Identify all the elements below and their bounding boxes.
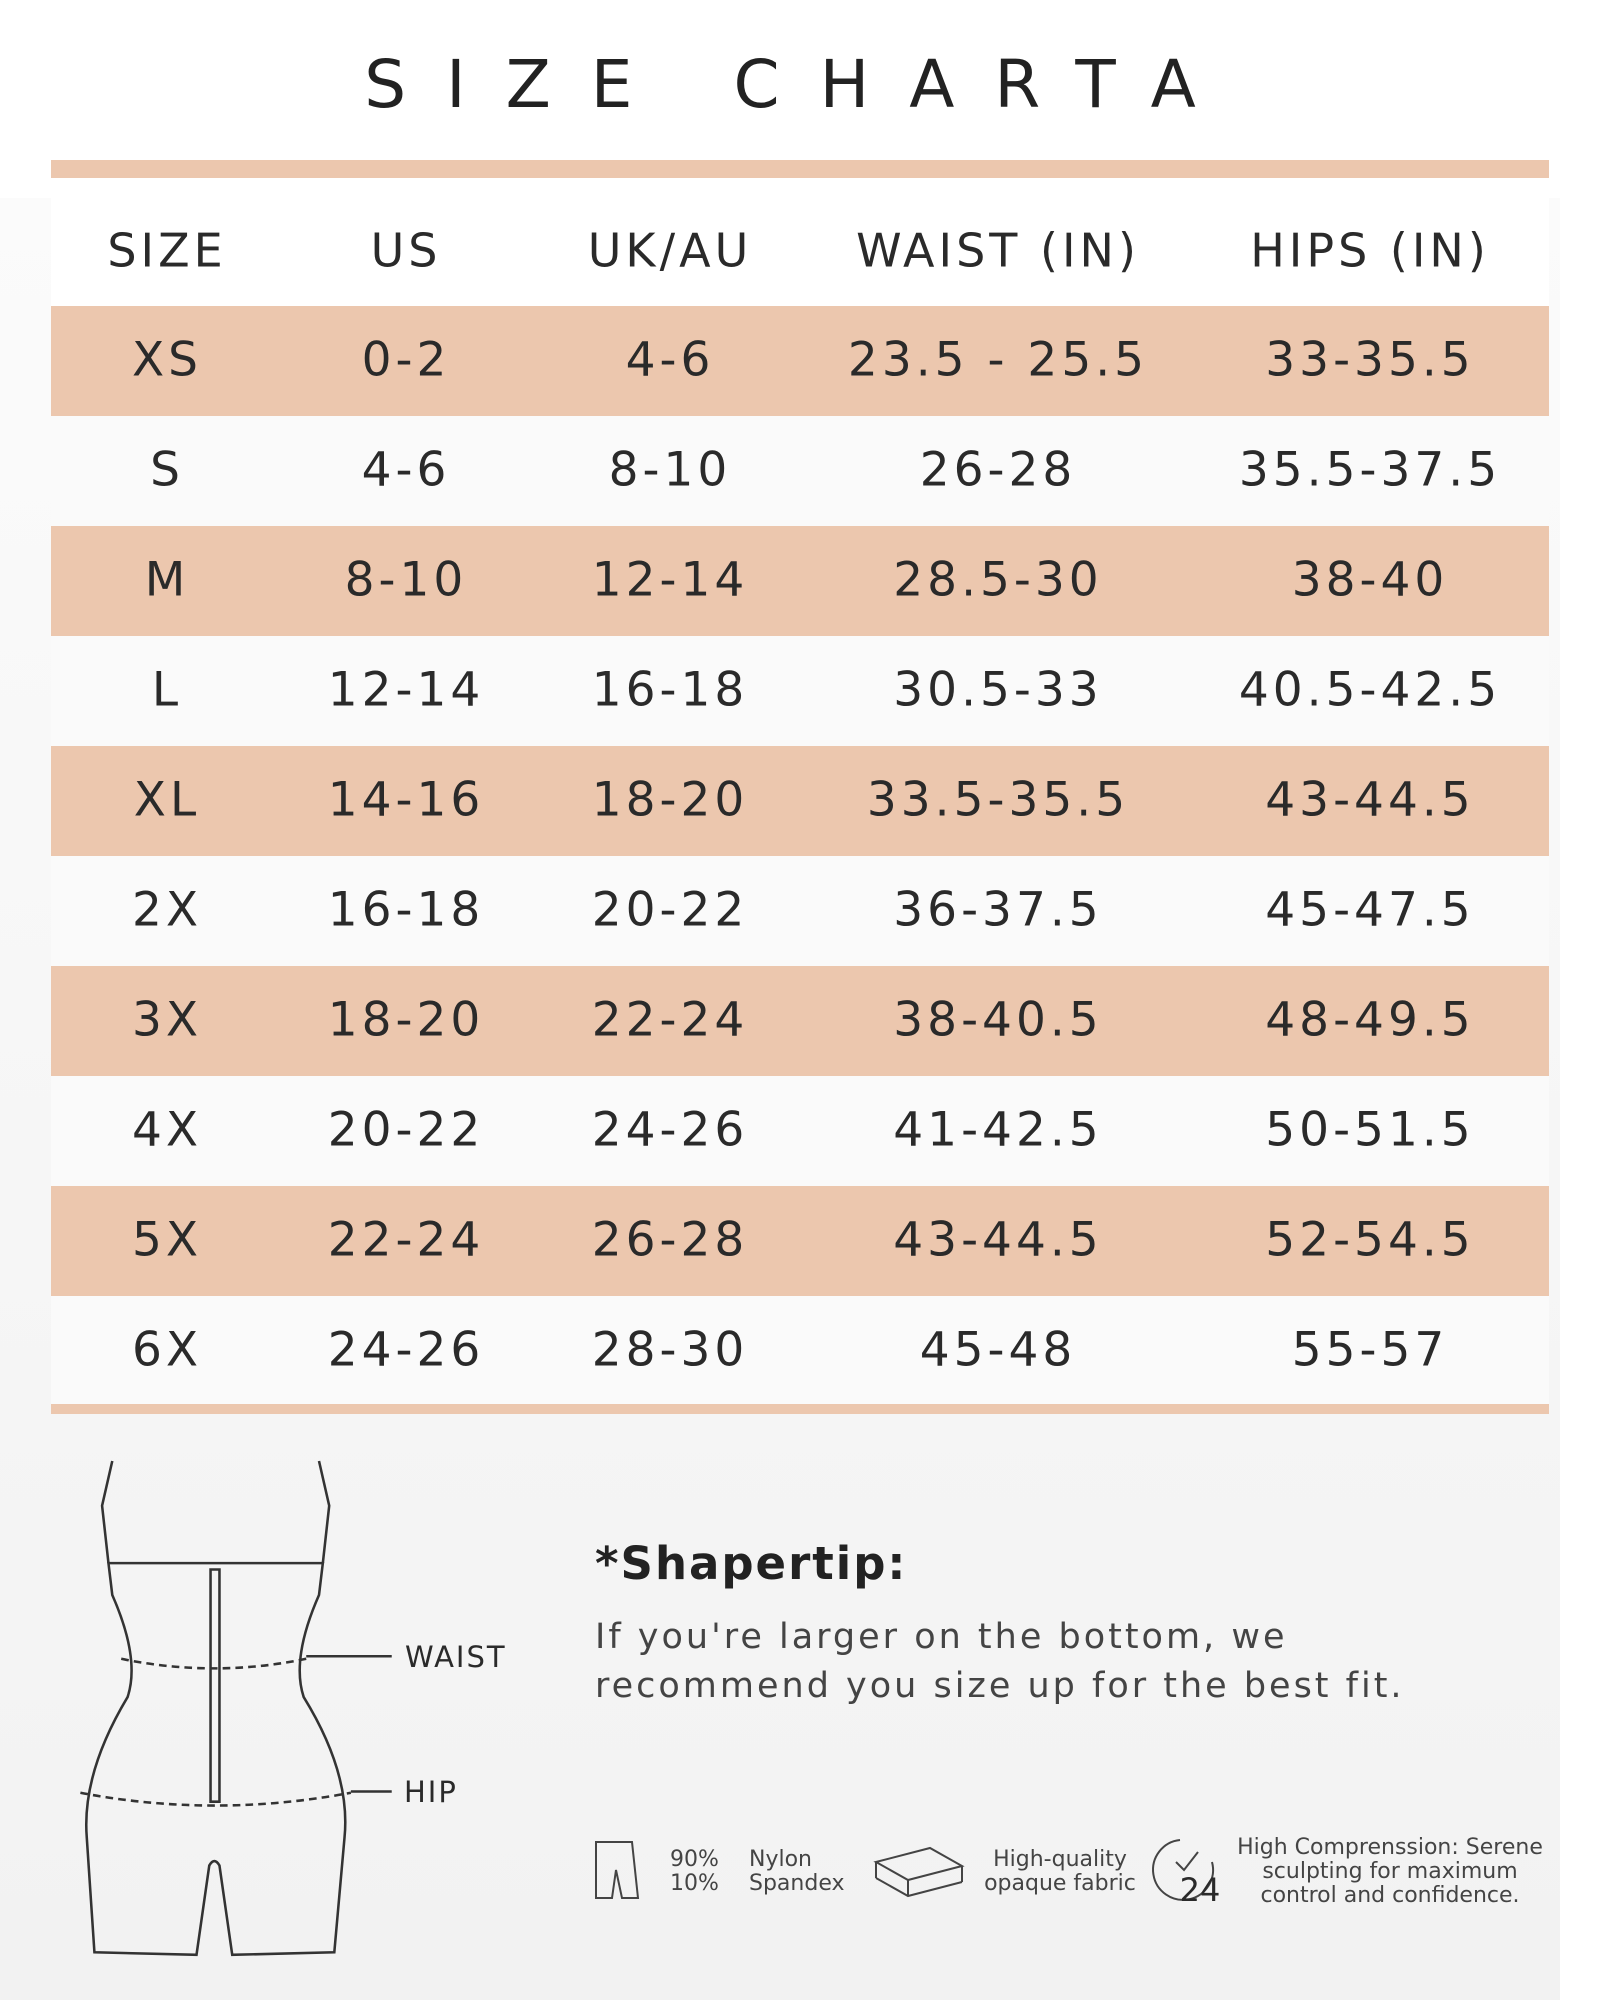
feature-icons [595,1839,1215,1901]
table-cell: XS [132,333,202,388]
table-cell: 28.5-30 [893,553,1102,608]
bottom-bar [51,1404,1549,1414]
table-row [51,966,1549,1076]
garment-drawing [80,1460,392,1957]
column-header: UK/AU [588,224,752,278]
table-cell: 33-35.5 [1265,333,1474,388]
table-row [51,1296,1549,1406]
table-cell: 22-24 [592,993,749,1048]
table-cell: 4X [132,1103,202,1158]
table-cell: 38-40.5 [893,993,1102,1048]
top-bar [51,160,1549,178]
table-cell: 3X [132,993,202,1048]
table-cell: 2X [132,883,202,938]
table-row [51,746,1549,856]
fabric-material: Spandex [749,1871,845,1896]
tip-title: *Shapertip: [595,1537,907,1590]
table-cell: 52-54.5 [1265,1213,1474,1268]
fabric-material: Nylon [749,1847,812,1872]
table-cell: 26-28 [920,443,1077,498]
table-cell: 4-6 [362,443,451,498]
table-row [51,306,1549,416]
table-cell: 20-22 [592,883,749,938]
table-cell: 48-49.5 [1265,993,1474,1048]
column-header: HIPS (IN) [1250,224,1490,278]
table-cell: 36-37.5 [893,883,1102,938]
table-cell: 33.5-35.5 [867,773,1129,828]
table-row [51,526,1549,636]
fabric-percent: 10% [670,1871,719,1896]
waist-label: WAIST [405,1640,507,1674]
table-row [51,1076,1549,1186]
title: SIZE CHARTA [364,46,1236,123]
table-cell: S [150,443,184,498]
table-row [51,856,1549,966]
compression-text: High Comprenssion: Serene [1237,1835,1543,1860]
quality-text: High-quality [993,1847,1127,1872]
table-row [51,1186,1549,1296]
table-cell: 43-44.5 [893,1213,1102,1268]
table-cell: 35.5-37.5 [1239,443,1501,498]
table-cell: 0-2 [362,333,451,388]
compression-text: control and confidence. [1260,1883,1519,1908]
table-cell: 8-10 [345,553,468,608]
compression-text: sculpting for maximum [1262,1859,1517,1884]
table-cell: 40.5-42.5 [1239,663,1501,718]
tip-line: recommend you size up for the best fit. [595,1666,1405,1706]
fabric-percent: 90% [670,1847,719,1872]
table-row [51,636,1549,746]
table-cell: 8-10 [609,443,732,498]
header-row [51,198,1549,306]
table-cell: L [152,663,182,718]
table-cell: 18-20 [328,993,485,1048]
table-cell: 23.5 - 25.5 [848,333,1148,388]
column-header: SIZE [107,224,226,278]
table-cell: 12-14 [592,553,749,608]
table-cell: 38-40 [1292,553,1449,608]
table-cell: 24-26 [328,1323,485,1378]
table-cell: 6X [132,1323,202,1378]
quality-text: opaque fabric [984,1871,1136,1896]
hip-label: HIP [404,1775,458,1809]
table-cell: 14-16 [328,773,485,828]
table-cell: 20-22 [328,1103,485,1158]
tip-line: If you're larger on the bottom, we [595,1617,1287,1657]
table-cell: 28-30 [592,1323,749,1378]
table-cell: 43-44.5 [1265,773,1474,828]
table-cell: 18-20 [592,773,749,828]
table-cell: 22-24 [328,1213,485,1268]
table-cell: 16-18 [592,663,749,718]
column-header: WAIST (IN) [856,224,1140,278]
table-cell: 4-6 [626,333,715,388]
column-header: US [371,224,442,278]
table-cell: 12-14 [328,663,485,718]
table-cell: 45-47.5 [1265,883,1474,938]
table-cell: 45-48 [920,1323,1077,1378]
table-cell: XL [134,773,200,828]
table-cell: 16-18 [328,883,485,938]
table-row [51,416,1549,526]
table-cell: 50-51.5 [1265,1103,1474,1158]
table-cell: 55-57 [1292,1323,1449,1378]
table-cell: 24-26 [592,1103,749,1158]
table-cell: 30.5-33 [893,663,1102,718]
table-cell: M [145,553,190,608]
table-cell: 26-28 [592,1213,749,1268]
compression-icon-number: 24 [1180,1871,1221,1909]
size-table: SIZE US UK/AU WAIST (IN) HIPS (IN) XS 0-2 4-6 23… [51,198,1549,1406]
table-cell: 41-42.5 [893,1103,1102,1158]
table-cell: 5X [132,1213,202,1268]
